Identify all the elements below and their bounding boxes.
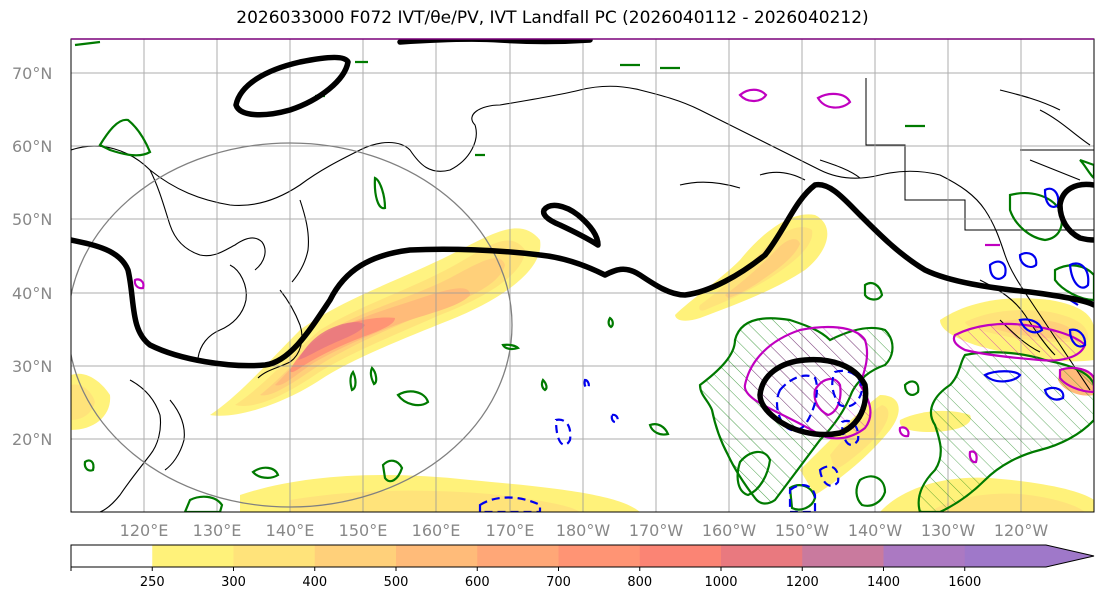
theta-e-hatch-coast <box>918 352 1094 512</box>
lon-label: 130°E <box>193 521 242 540</box>
colorbar: 250 300 400 500 600 700 800 1000 1200 1400 1600 <box>70 544 1095 590</box>
colorbar-segments <box>71 545 1047 567</box>
colorbar-segment <box>558 545 641 567</box>
colorbar-segment <box>639 545 722 567</box>
colorbar-tick-label: 300 <box>221 575 246 590</box>
colorbar-segment <box>721 545 803 567</box>
colorbar-extend-arrow <box>1046 545 1094 567</box>
lat-label: 50°N <box>12 210 52 229</box>
pv-negative-contours <box>983 187 1090 401</box>
pv-hatch-east-pacific <box>744 327 871 439</box>
colorbar-segment <box>314 545 397 567</box>
lat-label: 60°N <box>12 137 52 156</box>
colorbar-tick-label: 250 <box>140 575 165 590</box>
colorbar-ticks: 250 300 400 500 600 700 800 1000 1200 1400 1600 <box>70 567 981 590</box>
colorbar-tick-label: 700 <box>546 575 571 590</box>
lat-label: 70°N <box>12 64 52 83</box>
lat-label: 20°N <box>12 430 52 449</box>
lon-label: 130°W <box>921 521 976 540</box>
latitude-labels: 70°N 60°N 50°N 40°N 30°N 20°N <box>12 64 52 449</box>
colorbar-tick-label: 1200 <box>786 575 819 590</box>
coastlines <box>71 78 1094 512</box>
pv-hatch-coast <box>953 323 1085 361</box>
colorbar-segment <box>883 545 966 567</box>
colorbar-tick-label: 400 <box>302 575 327 590</box>
colorbar-tick-label: 600 <box>465 575 490 590</box>
colorbar-outline <box>70 544 1095 568</box>
longitude-labels: 120°E 130°E 140°E 150°E 160°E 170°E 180°… <box>120 521 1049 540</box>
lon-label: 150°W <box>775 521 830 540</box>
lat-label: 30°N <box>12 357 52 376</box>
lon-label: 160°E <box>412 521 461 540</box>
lon-label: 120°W <box>994 521 1049 540</box>
colorbar-tick-label: 1000 <box>704 575 737 590</box>
lon-label: 170°W <box>629 521 684 540</box>
lon-label: 140°E <box>266 521 315 540</box>
lon-label: 140°W <box>848 521 903 540</box>
colorbar-segment <box>802 545 885 567</box>
colorbar-segment <box>396 545 478 567</box>
lon-label: 180°W <box>556 521 611 540</box>
colorbar-tick-label: 1600 <box>948 575 981 590</box>
lon-label: 150°E <box>339 521 388 540</box>
range-circle <box>71 142 513 508</box>
map-title: 2026033000 F072 IVT/θe/PV, IVT Landfall … <box>236 8 869 28</box>
colorbar-segment <box>71 545 153 567</box>
colorbar-segment <box>233 545 316 567</box>
lon-label: 170°E <box>486 521 535 540</box>
ivt-shading <box>71 214 1094 512</box>
colorbar-tick-label: 1400 <box>867 575 900 590</box>
lon-label: 120°E <box>120 521 169 540</box>
colorbar-segment <box>152 545 235 567</box>
ivt-landfall-contours <box>71 39 1094 438</box>
lat-label: 40°N <box>12 284 52 303</box>
colorbar-segment <box>964 545 1047 567</box>
colorbar-tick-label: 800 <box>627 575 652 590</box>
colorbar-tick-label: 500 <box>384 575 409 590</box>
lon-label: 160°W <box>702 521 757 540</box>
colorbar-segment <box>477 545 560 567</box>
